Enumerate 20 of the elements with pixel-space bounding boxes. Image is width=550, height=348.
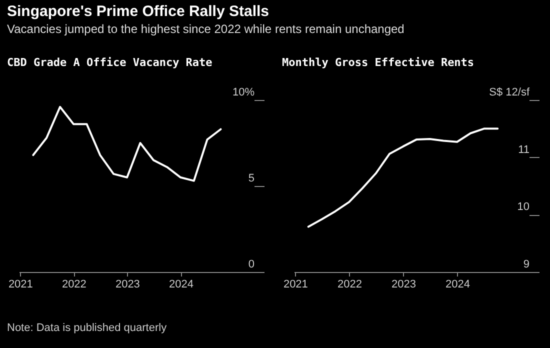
- y-tick-label: 5: [248, 172, 254, 184]
- y-tick-label: 11: [518, 144, 530, 156]
- x-tick-label: 2024: [445, 278, 470, 290]
- y-tick-label: 10: [517, 201, 530, 214]
- x-tick-label: 2022: [62, 278, 86, 290]
- y-tick-label: 0: [248, 258, 254, 270]
- chart-title: Monthly Gross Effective Rents: [282, 56, 476, 70]
- x-tick-label: 2023: [391, 278, 416, 290]
- text: Note: Data is published quarterly: [7, 322, 167, 334]
- y-tick-label: 9: [523, 258, 530, 270]
- y-tick-label: S$ 12/sf: [489, 86, 530, 98]
- x-tick-label: 2024: [168, 278, 194, 290]
- x-tick-label: 2021: [283, 278, 308, 290]
- text: Vacancies jumped to the highest since 2022 while rents remain unchanged: [7, 22, 404, 36]
- text: Singapore's Prime Office Rally Stalls: [7, 3, 270, 20]
- y-tick-label: 10%: [232, 86, 255, 98]
- x-tick-label: 2021: [8, 278, 33, 290]
- chart-title: CBD Grade A Office Vacancy Rate: [7, 56, 214, 70]
- x-tick-label: 2023: [115, 278, 140, 290]
- x-tick-label: 2022: [337, 278, 362, 290]
